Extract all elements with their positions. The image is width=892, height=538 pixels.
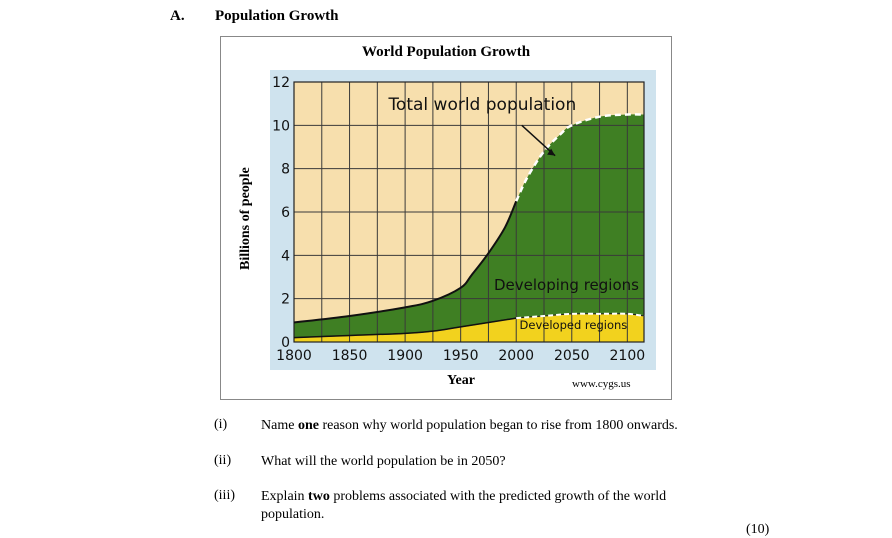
x-tick-label-2050: 2050 xyxy=(554,348,590,364)
y-axis-label: Billions of people xyxy=(238,167,253,270)
y-tick-label-6: 6 xyxy=(281,205,290,221)
question-3-text: Explain two problems associated with the… xyxy=(261,489,667,522)
section-letter: A. xyxy=(170,8,185,24)
question-2-number: (ii) xyxy=(214,453,232,468)
annotation-total-world-population: Total world population xyxy=(387,95,576,115)
x-tick-label-1800: 1800 xyxy=(276,348,312,364)
x-tick-label-1900: 1900 xyxy=(387,348,423,364)
y-tick-label-0: 0 xyxy=(281,335,290,351)
y-tick-label-8: 8 xyxy=(281,162,290,178)
annotation-developing-regions: Developing regions xyxy=(494,276,639,294)
figure-credit: www.cygs.us xyxy=(572,378,631,390)
x-tick-label-2000: 2000 xyxy=(498,348,534,364)
figure-frame xyxy=(220,36,672,400)
developed-projection-line xyxy=(516,312,645,320)
total-population-line xyxy=(293,200,518,324)
annotation-developed-regions: Developed regions xyxy=(520,318,628,332)
question-1-number: (i) xyxy=(214,417,228,432)
question-3-number: (iii) xyxy=(214,488,235,503)
x-tick-label-2100: 2100 xyxy=(610,348,646,364)
section-title: Population Growth xyxy=(215,8,339,24)
y-tick-label-12: 12 xyxy=(272,75,290,91)
total-population-projection-line xyxy=(515,113,645,202)
y-tick-label-10: 10 xyxy=(272,118,290,134)
question-1-text: Name one reason why world population beg… xyxy=(261,418,678,433)
annotation-arrow-shaft xyxy=(521,124,556,157)
annotation-arrowhead xyxy=(547,148,556,156)
developed-line xyxy=(293,317,517,339)
question-2-text: What will the world population be in 205… xyxy=(261,454,506,469)
y-tick-label-2: 2 xyxy=(281,292,290,308)
plot-border xyxy=(293,81,645,343)
population-chart: 0 2 4 6 8 10 12 1800 1850 1900 1950 2000 2050 2100 Tot… xyxy=(270,70,656,370)
x-axis-label: Year xyxy=(447,373,475,388)
marks-total: (10) xyxy=(746,522,770,537)
x-tick-label-1950: 1950 xyxy=(443,348,479,364)
x-tick-label-1850: 1850 xyxy=(332,348,368,364)
developing-regions-area xyxy=(294,114,644,342)
chart-title: World Population Growth xyxy=(361,44,531,60)
y-tick-label-4: 4 xyxy=(281,248,290,264)
